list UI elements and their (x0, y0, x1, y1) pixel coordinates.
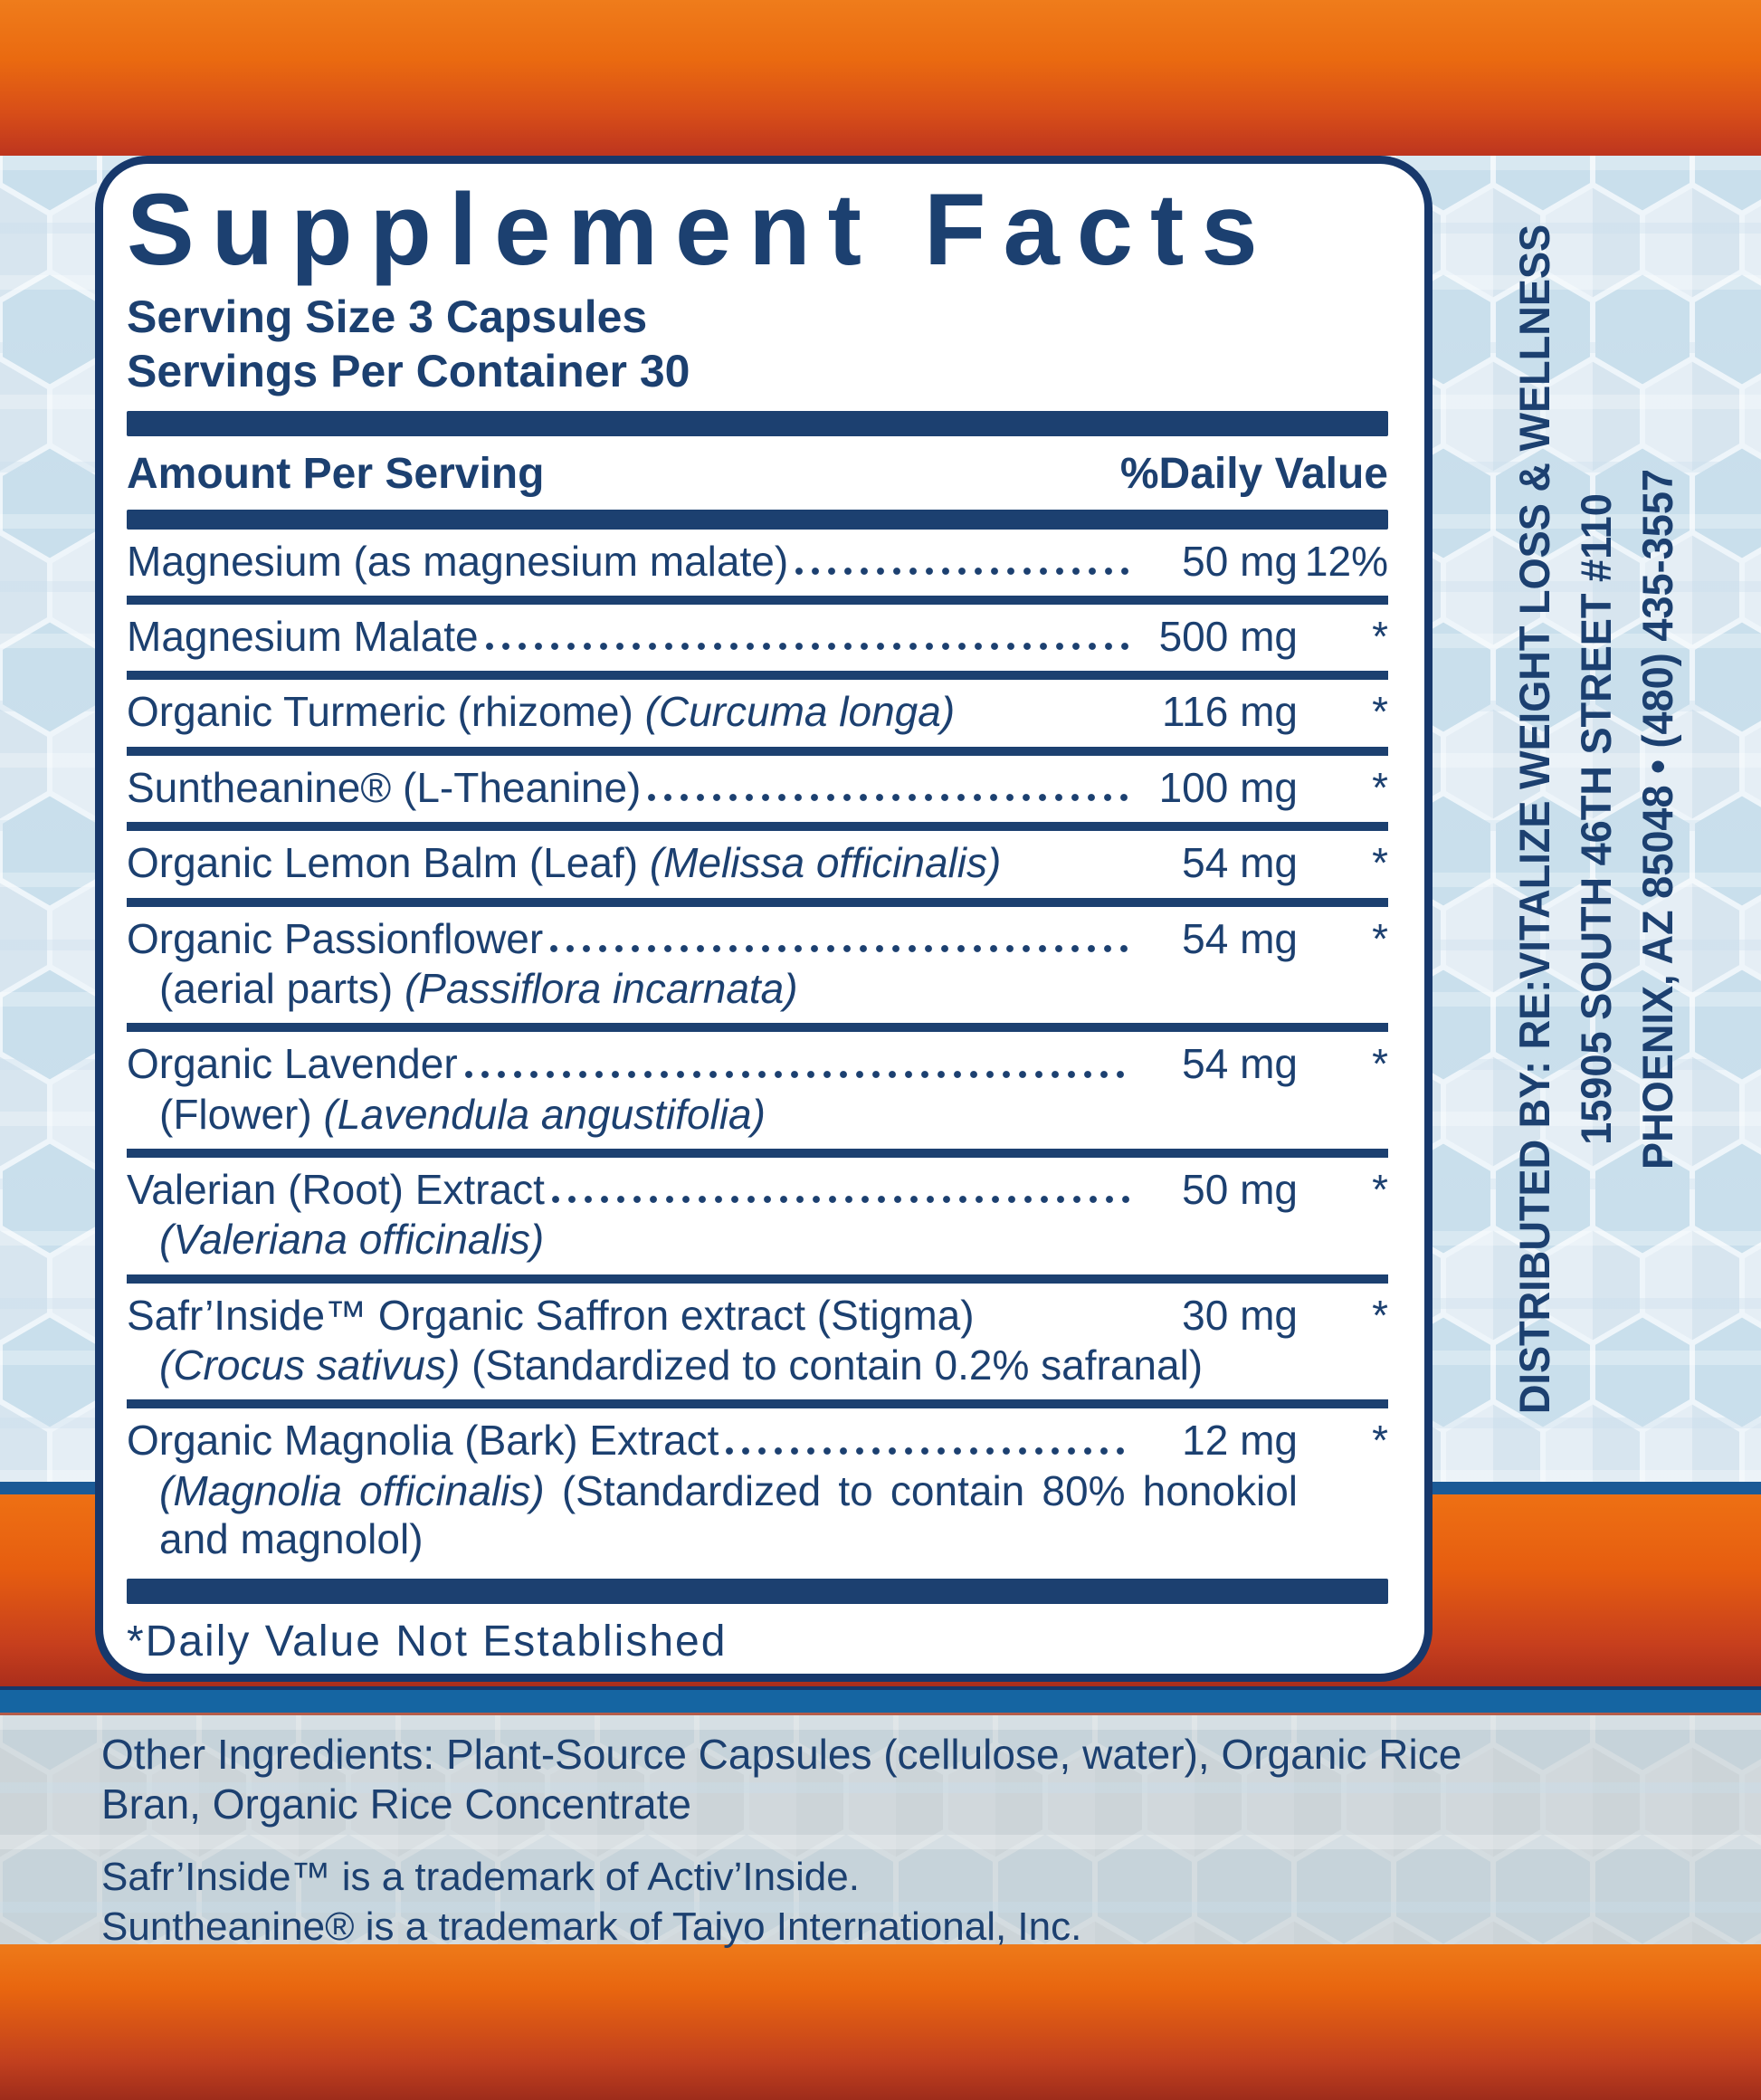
ingredient-detail: (Valeriana officinalis) (159, 1216, 545, 1264)
ingredient-row-main: Valerian (Root) Extract 50 mg * (127, 1165, 1388, 1215)
footer-rule (127, 1579, 1388, 1605)
ingredient-amount: 500 mg (1158, 613, 1298, 661)
ingredient-row: Organic Turmeric (rhizome) (Curcuma long… (127, 671, 1388, 746)
ingredient-row-main: Organic Lavender 54 mg * (127, 1040, 1388, 1089)
ingredient-amount: 54 mg (1182, 1040, 1298, 1088)
ingredient-row: Organic Lemon Balm (Leaf) (Melissa offic… (127, 822, 1388, 897)
dot-leader (1008, 839, 1132, 887)
ingredient-row: Magnesium Malate 500 mg * (127, 596, 1388, 671)
ingredient-detail: (Crocus sativus) (Standardized to contai… (159, 1341, 1204, 1389)
distributor-street: 15905 SOUTH 46TH STREET #110 (1572, 493, 1620, 1145)
ingredient-name: Magnesium (as magnesium malate) (127, 537, 789, 585)
ingredient-row-main: Safr’Inside™ Organic Saffron extract (St… (127, 1292, 1388, 1340)
ingredient-name: Suntheanine® (L-Theanine) (127, 763, 642, 811)
other-ingredients-section-bg (0, 1715, 1761, 1944)
ingredient-amount: 116 mg (1161, 688, 1298, 736)
other-ingredients-block: Other Ingredients: Plant-Source Capsules… (101, 1724, 1495, 1952)
dot-leader (648, 763, 1132, 813)
trademark-suntheanine: Suntheanine® is a trademark of Taiyo Int… (101, 1904, 1082, 1949)
ingredient-table: Magnesium (as magnesium malate) 50 mg 12… (127, 530, 1388, 1574)
bottom-orange-band (0, 1944, 1761, 2100)
ingredient-row: Magnesium (as magnesium malate) 50 mg 12… (127, 530, 1388, 596)
dot-leader (464, 1040, 1132, 1089)
ingredient-daily-value: 12% (1304, 537, 1388, 585)
distributor-info: DISTRIBUTED BY: RE:VITALIZE WEIGHT LOSS … (1504, 158, 1689, 1480)
ingredient-name: Valerian (Root) Extract (127, 1165, 545, 1213)
hexagon-pattern-faint (0, 1715, 1761, 1944)
steel-blue-band (0, 1686, 1761, 1715)
servings-per-container: Servings Per Container 30 (127, 345, 690, 396)
ingredient-detail: (aerial parts) (Passiflora incarnata) (159, 964, 798, 1012)
ingredient-daily-value: * (1372, 839, 1388, 887)
ingredient-name: Safr’Inside™ Organic Saffron extract (St… (127, 1291, 975, 1339)
ingredient-name: Organic Passionflower (127, 914, 544, 962)
ingredient-detail: (Flower) (Lavendula angustifolia) (159, 1090, 766, 1138)
ingredient-amount: 50 mg (1182, 1165, 1298, 1213)
ingredient-daily-value: * (1372, 613, 1388, 661)
serving-size: Serving Size 3 Capsules (127, 291, 648, 342)
ingredient-name: Organic Turmeric (rhizome) (Curcuma long… (127, 688, 956, 736)
ingredient-detail: (Magnolia officinalis) (Standardized to … (159, 1466, 1299, 1563)
header-rule (127, 509, 1388, 530)
dot-leader (550, 914, 1132, 963)
dot-leader (551, 1165, 1132, 1215)
ingredient-row-main: Organic Lemon Balm (Leaf) (Melissa offic… (127, 839, 1388, 887)
ingredient-name: Organic Magnolia (Bark) Extract (127, 1417, 719, 1465)
dot-leader (795, 537, 1132, 587)
ingredient-amount: 54 mg (1182, 914, 1298, 962)
distributor-name: DISTRIBUTED BY: RE:VITALIZE WEIGHT LOSS … (1510, 224, 1558, 1415)
ingredient-row: Valerian (Root) Extract 50 mg * (Valeria… (127, 1148, 1388, 1274)
ingredient-daily-value: * (1372, 1291, 1388, 1339)
other-ingredients-text: Other Ingredients: Plant-Source Capsules… (101, 1731, 1462, 1828)
ingredient-row-main: Magnesium Malate 500 mg * (127, 613, 1388, 662)
ingredient-amount: 12 mg (1182, 1417, 1298, 1465)
ingredient-daily-value: * (1372, 1165, 1388, 1213)
ingredient-row: Suntheanine® (L-Theanine) 100 mg * (127, 746, 1388, 822)
ingredient-row: Organic Passionflower 54 mg * (aerial pa… (127, 897, 1388, 1024)
daily-value-header: %Daily Value (1119, 449, 1388, 498)
panel-title: Supplement Facts (127, 173, 1275, 286)
ingredient-row-main: Magnesium (as magnesium malate) 50 mg 12… (127, 537, 1388, 587)
dot-leader (726, 1417, 1132, 1465)
ingredient-row-main: Suntheanine® (L-Theanine) 100 mg * (127, 763, 1388, 813)
dot-leader (485, 613, 1132, 662)
ingredient-name: Organic Lavender (127, 1040, 458, 1088)
table-header: Amount Per Serving %Daily Value (127, 436, 1388, 510)
ingredient-daily-value: * (1372, 1040, 1388, 1088)
background-streaks (0, 1715, 1761, 1944)
ingredient-row-main: Organic Passionflower 54 mg * (127, 914, 1388, 963)
thick-rule (127, 410, 1388, 436)
ingredient-row-main: Organic Magnolia (Bark) Extract 12 mg * (127, 1417, 1388, 1465)
ingredient-daily-value: * (1372, 1417, 1388, 1465)
supplement-facts-panel: Supplement Facts Serving Size 3 Capsules… (95, 156, 1433, 1682)
dot-leader (982, 1292, 1132, 1340)
daily-value-footnote: *Daily Value Not Established (127, 1618, 728, 1666)
ingredient-amount: 100 mg (1158, 763, 1298, 811)
ingredient-row: Organic Magnolia (Bark) Extract 12 mg * … (127, 1399, 1388, 1573)
top-orange-band (0, 0, 1761, 156)
ingredient-amount: 54 mg (1182, 839, 1298, 887)
ingredient-amount: 30 mg (1182, 1291, 1298, 1339)
ingredient-amount: 50 mg (1182, 537, 1298, 585)
ingredient-name: Organic Lemon Balm (Leaf) (Melissa offic… (127, 839, 1002, 887)
ingredient-row-main: Organic Turmeric (rhizome) (Curcuma long… (127, 688, 1388, 736)
ingredient-row: Safr’Inside™ Organic Saffron extract (St… (127, 1274, 1388, 1400)
trademark-safrinside: Safr’Inside™ is a trademark of Activ’Ins… (101, 1855, 860, 1900)
ingredient-daily-value: * (1372, 914, 1388, 962)
ingredient-daily-value: * (1372, 763, 1388, 811)
distributor-city-phone: PHOENIX, AZ 85048 • (480) 435-3557 (1633, 468, 1681, 1170)
trademark-lines: Safr’Inside™ is a trademark of Activ’Ins… (101, 1853, 1495, 1952)
dot-leader (962, 688, 1132, 736)
ingredient-name: Magnesium Malate (127, 613, 479, 661)
ingredient-row: Organic Lavender 54 mg * (Flower) (Laven… (127, 1023, 1388, 1149)
ingredient-daily-value: * (1372, 688, 1388, 736)
amount-per-serving-header: Amount Per Serving (127, 449, 545, 498)
